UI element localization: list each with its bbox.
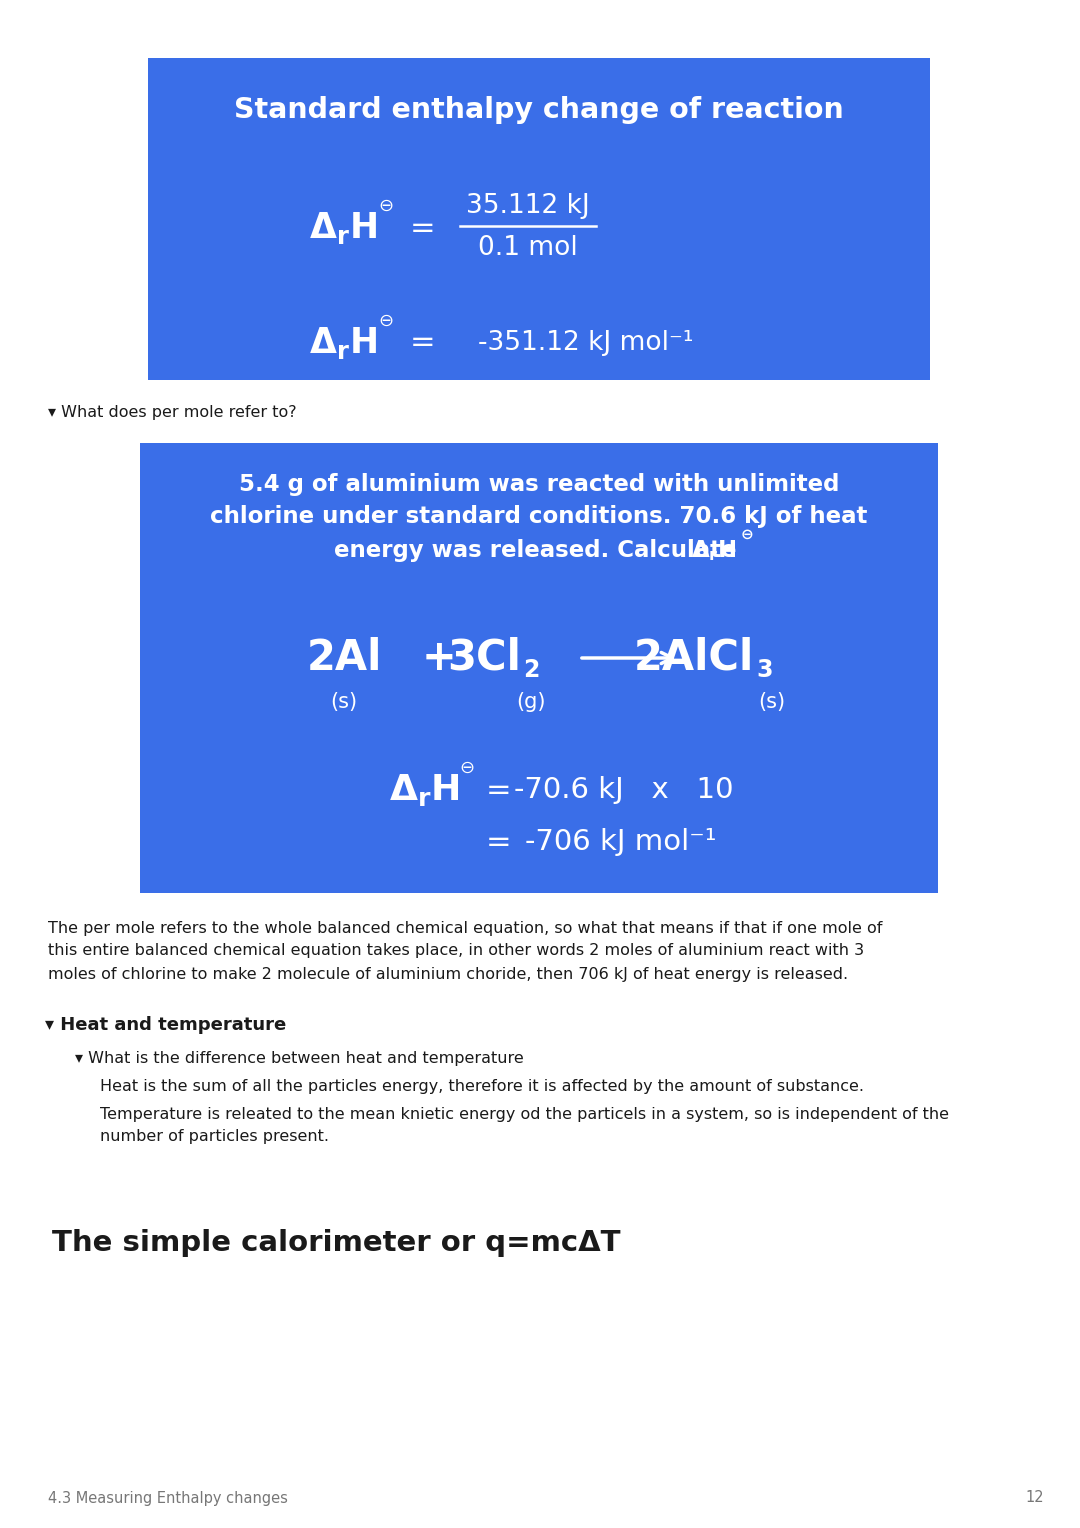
- Text: ▾ What does per mole refer to?: ▾ What does per mole refer to?: [48, 405, 297, 420]
- Text: $\mathbf{\Delta_r H}$: $\mathbf{\Delta_r H}$: [691, 538, 737, 564]
- Text: moles of chlorine to make 2 molecule of aluminium choride, then 706 kJ of heat e: moles of chlorine to make 2 molecule of …: [48, 967, 848, 981]
- Text: 12: 12: [1026, 1490, 1044, 1505]
- Text: 2AlCl: 2AlCl: [634, 637, 754, 678]
- Text: 4.3 Measuring Enthalpy changes: 4.3 Measuring Enthalpy changes: [48, 1490, 288, 1505]
- Text: ⊖: ⊖: [378, 197, 393, 215]
- Text: number of particles present.: number of particles present.: [100, 1129, 329, 1143]
- Text: ▾ What is the difference between heat and temperature: ▾ What is the difference between heat an…: [75, 1051, 524, 1065]
- Bar: [148, 58, 930, 380]
- Text: -351.12 kJ mol⁻¹: -351.12 kJ mol⁻¹: [478, 330, 693, 356]
- Bar: [140, 443, 939, 892]
- Text: 3: 3: [756, 659, 772, 681]
- Text: this entire balanced chemical equation takes place, in other words 2 moles of al: this entire balanced chemical equation t…: [48, 943, 864, 958]
- Text: (g): (g): [516, 692, 545, 712]
- Text: (s): (s): [758, 692, 785, 712]
- Text: ⊖: ⊖: [741, 527, 754, 541]
- Text: =: =: [410, 214, 436, 243]
- Text: ⊖: ⊖: [378, 312, 393, 330]
- Text: -70.6 kJ   x   10: -70.6 kJ x 10: [514, 776, 733, 804]
- Text: 0.1 mol: 0.1 mol: [478, 235, 578, 261]
- Text: 3Cl: 3Cl: [447, 637, 521, 678]
- Text: chlorine under standard conditions. 70.6 kJ of heat: chlorine under standard conditions. 70.6…: [211, 506, 867, 529]
- Text: The simple calorimeter or q=mcΔT: The simple calorimeter or q=mcΔT: [52, 1229, 621, 1258]
- Text: ⊖: ⊖: [459, 759, 474, 778]
- Text: $\mathbf{\Delta_r H}$: $\mathbf{\Delta_r H}$: [309, 325, 377, 361]
- Text: Standard enthalpy change of reaction: Standard enthalpy change of reaction: [234, 96, 843, 124]
- Text: The per mole refers to the whole balanced chemical equation, so what that means : The per mole refers to the whole balance…: [48, 920, 882, 935]
- Text: $\mathbf{\Delta_r H}$: $\mathbf{\Delta_r H}$: [309, 209, 377, 246]
- Text: =: =: [410, 329, 436, 358]
- Text: +: +: [421, 637, 457, 678]
- Text: 2Al: 2Al: [307, 637, 381, 678]
- Text: =: =: [486, 776, 512, 805]
- Text: Temperature is releated to the mean knietic energy od the particels in a system,: Temperature is releated to the mean knie…: [100, 1106, 949, 1122]
- Text: =: =: [486, 828, 512, 857]
- Text: 2: 2: [523, 659, 539, 681]
- Text: 35.112 kJ: 35.112 kJ: [467, 193, 590, 219]
- Text: 5.4 g of aluminium was reacted with unlimited: 5.4 g of aluminium was reacted with unli…: [239, 474, 839, 497]
- Text: Heat is the sum of all the particles energy, therefore it is affected by the amo: Heat is the sum of all the particles ene…: [100, 1079, 864, 1094]
- Text: ▾ Heat and temperature: ▾ Heat and temperature: [45, 1016, 286, 1034]
- Text: energy was released. Calculate: energy was released. Calculate: [334, 539, 744, 562]
- Text: $\mathbf{\Delta_r H}$: $\mathbf{\Delta_r H}$: [389, 772, 459, 808]
- Text: (s): (s): [330, 692, 357, 712]
- Text: -706 kJ mol⁻¹: -706 kJ mol⁻¹: [525, 828, 717, 856]
